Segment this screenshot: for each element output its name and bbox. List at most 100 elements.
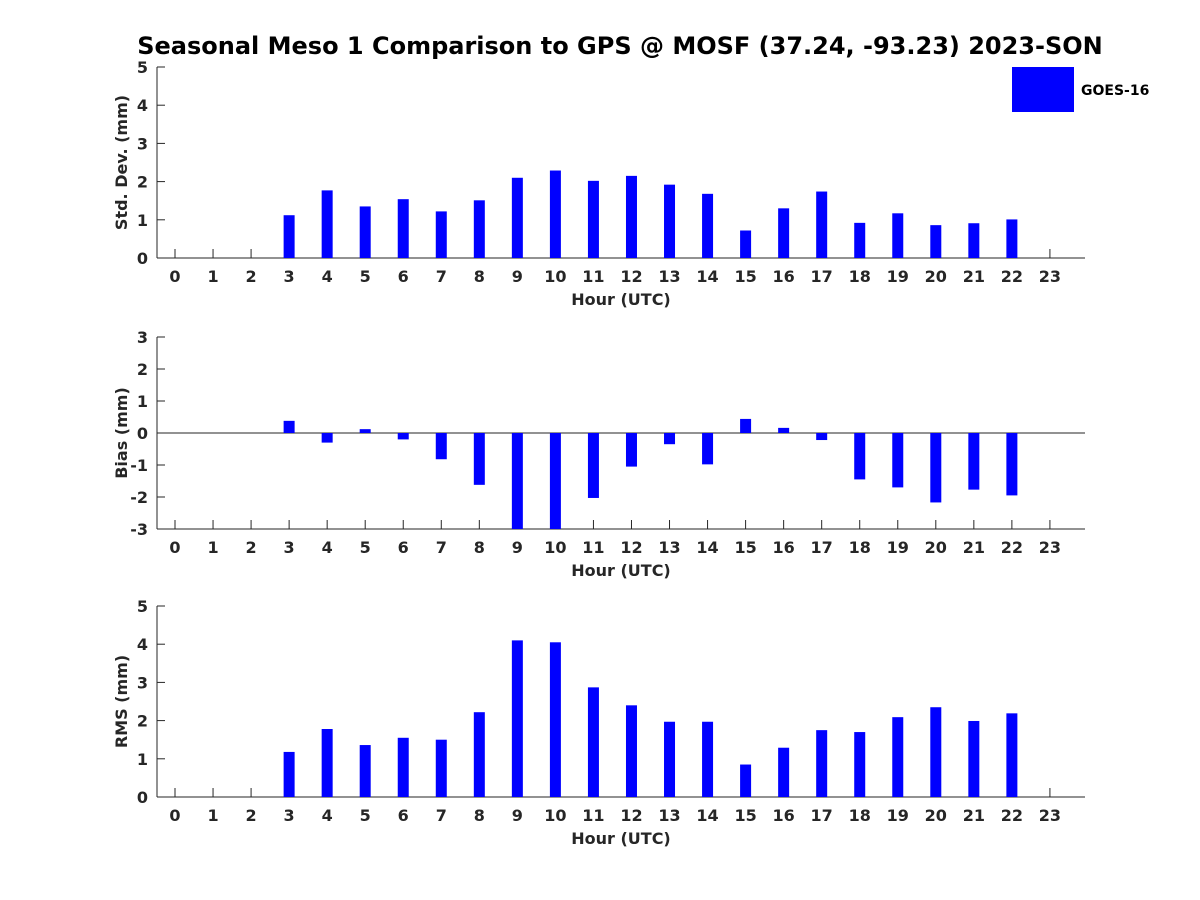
rms-x-tick-label: 4: [322, 806, 333, 825]
rms-y-tick-label: 3: [137, 673, 148, 692]
std-x-tick-label: 6: [398, 267, 409, 286]
std-bar-hour-5: [359, 206, 371, 258]
bias-bar-hour-11: [587, 433, 599, 498]
rms-y-tick-label: 5: [137, 597, 148, 616]
bias-bar-hour-18: [854, 433, 866, 480]
bias-x-tick-label: 23: [1039, 538, 1061, 557]
rms-y-tick-label: 4: [137, 635, 148, 654]
bias-bar-hour-5: [359, 429, 371, 433]
rms-x-tick-label: 23: [1039, 806, 1061, 825]
rms-x-tick-label: 6: [398, 806, 409, 825]
legend-label-goes-16: GOES-16: [1081, 83, 1149, 99]
std-x-tick-label: 7: [436, 267, 447, 286]
bias-x-tick-label: 16: [773, 538, 795, 557]
bias-x-tick-label: 15: [734, 538, 756, 557]
bias-y-tick-label: -3: [130, 520, 148, 539]
bias-bar-hour-4: [321, 433, 333, 443]
std-y-tick-label: 4: [137, 96, 148, 115]
rms-bar-hour-10: [549, 642, 561, 797]
std-bar-hour-8: [473, 200, 485, 258]
rms-bar-hour-5: [359, 745, 371, 797]
rms-bar-hour-6: [397, 737, 409, 797]
std-bar-hour-11: [587, 180, 599, 258]
std-x-tick-label: 11: [582, 267, 604, 286]
rms-bar-hour-16: [778, 747, 790, 797]
bias-bar-hour-3: [283, 420, 295, 433]
std-bar-hour-9: [511, 177, 523, 258]
std-x-tick-label: 10: [544, 267, 566, 286]
bias-y-axis-label: Bias (mm): [112, 387, 131, 479]
bias-x-tick-label: 1: [207, 538, 218, 557]
bias-x-tick-label: 4: [322, 538, 333, 557]
bias-bar-hour-14: [702, 433, 714, 465]
std-bar-hour-22: [1006, 219, 1018, 258]
std-x-tick-label: 16: [773, 267, 795, 286]
bias-y-tick-label: 2: [137, 360, 148, 379]
rms-x-tick-label: 22: [1001, 806, 1023, 825]
bias-x-tick-label: 8: [474, 538, 485, 557]
rms-x-axis-label: Hour (UTC): [571, 829, 671, 848]
std-x-tick-label: 1: [207, 267, 218, 286]
std-x-tick-label: 3: [284, 267, 295, 286]
std-x-axis-label: Hour (UTC): [571, 290, 671, 309]
std-bar-hour-16: [778, 208, 790, 258]
rms-bar-hour-3: [283, 751, 295, 797]
rms-x-tick-label: 13: [658, 806, 680, 825]
std-x-tick-label: 4: [322, 267, 333, 286]
bias-x-tick-label: 21: [963, 538, 985, 557]
rms-x-tick-label: 2: [246, 806, 257, 825]
bias-bar-hour-7: [435, 433, 447, 460]
figure-title: Seasonal Meso 1 Comparison to GPS @ MOSF…: [137, 32, 1103, 60]
std-bar-hour-6: [397, 199, 409, 258]
rms-x-tick-label: 7: [436, 806, 447, 825]
legend-swatch-goes-16: [1012, 67, 1074, 112]
rms-y-tick-label: 1: [137, 750, 148, 769]
std-bar-hour-20: [930, 225, 942, 258]
rms-bar-hour-7: [435, 739, 447, 797]
rms-bar-hour-15: [740, 764, 752, 797]
bias-bar-hour-12: [625, 433, 637, 467]
rms-bar-hour-17: [816, 730, 828, 797]
bias-x-tick-label: 9: [512, 538, 523, 557]
bias-x-tick-label: 12: [620, 538, 642, 557]
rms-bar-hour-14: [702, 721, 714, 797]
rms-bar-hour-19: [892, 717, 904, 797]
std-x-tick-label: 23: [1039, 267, 1061, 286]
std-x-tick-label: 20: [925, 267, 947, 286]
bias-x-tick-label: 0: [169, 538, 180, 557]
bias-x-tick-label: 18: [849, 538, 871, 557]
bias-bar-hour-22: [1006, 433, 1018, 496]
rms-bar-hour-8: [473, 712, 485, 797]
std-y-axis-label: Std. Dev. (mm): [112, 95, 131, 230]
std-bar-hour-13: [664, 184, 676, 258]
bias-x-axis-label: Hour (UTC): [571, 561, 671, 580]
bias-x-tick-label: 6: [398, 538, 409, 557]
std-bar-hour-15: [740, 230, 752, 258]
bias-bar-hour-10: [549, 433, 561, 529]
std-x-tick-label: 8: [474, 267, 485, 286]
rms-x-tick-label: 9: [512, 806, 523, 825]
bias-x-tick-label: 14: [696, 538, 718, 557]
std-x-tick-label: 21: [963, 267, 985, 286]
rms-x-tick-label: 0: [169, 806, 180, 825]
std-x-tick-label: 12: [620, 267, 642, 286]
rms-x-tick-label: 18: [849, 806, 871, 825]
std-y-tick-label: 0: [137, 249, 148, 268]
std-x-tick-label: 0: [169, 267, 180, 286]
bias-bar-hour-21: [968, 433, 980, 490]
std-bar-hour-4: [321, 190, 333, 258]
std-x-tick-label: 22: [1001, 267, 1023, 286]
std-bar-hour-14: [702, 193, 714, 258]
bias-x-tick-label: 20: [925, 538, 947, 557]
bias-x-tick-label: 10: [544, 538, 566, 557]
bias-y-tick-label: -1: [130, 456, 148, 475]
bias-bar-hour-6: [397, 433, 409, 440]
rms-x-tick-label: 14: [696, 806, 718, 825]
bias-bar-hour-20: [930, 433, 942, 503]
rms-x-tick-label: 20: [925, 806, 947, 825]
bias-x-tick-label: 2: [246, 538, 257, 557]
rms-bar-hour-13: [664, 721, 676, 797]
std-x-tick-label: 18: [849, 267, 871, 286]
